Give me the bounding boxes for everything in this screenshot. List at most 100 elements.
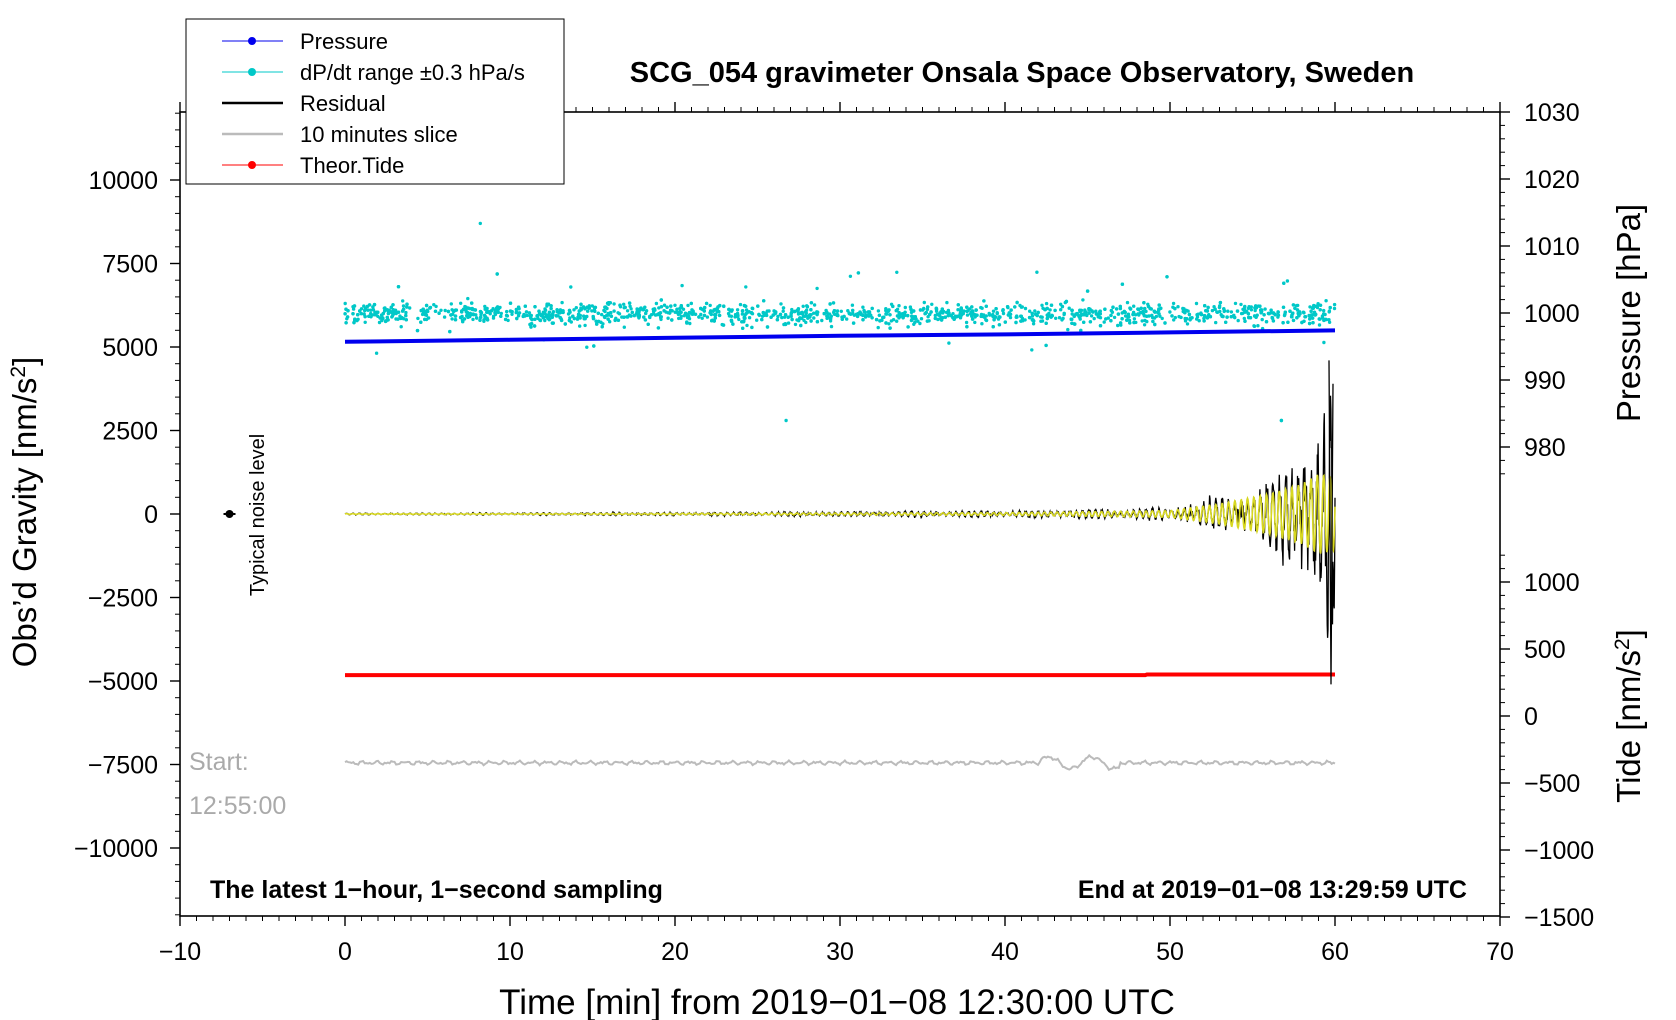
dpdt-point — [479, 315, 483, 319]
dpdt-point — [829, 324, 834, 329]
dpdt-point — [876, 325, 880, 330]
dpdt-point — [576, 312, 581, 316]
dpdt-point — [913, 315, 917, 319]
dpdt-point — [1034, 312, 1038, 316]
dpdt-point — [762, 299, 766, 303]
y-right-tide-label: Tide [nm/s2] — [1610, 629, 1647, 803]
dpdt-point — [369, 308, 373, 312]
dpdt-point — [405, 305, 409, 309]
dpdt-point — [1202, 314, 1207, 318]
dpdt-point — [1089, 314, 1094, 318]
dpdt-point — [1225, 315, 1229, 319]
dpdt-point — [1264, 320, 1269, 324]
dpdt-point — [1090, 309, 1094, 313]
dpdt-point — [793, 309, 797, 314]
dpdt-point — [470, 301, 474, 305]
dpdt-point — [551, 312, 555, 317]
dpdt-point — [652, 312, 656, 316]
dpdt-point — [374, 351, 379, 355]
dpdt-point — [869, 313, 873, 317]
dpdt-point — [1302, 311, 1306, 315]
dpdt-point — [367, 314, 371, 318]
dpdt-point — [1008, 312, 1013, 316]
dpdt-point — [731, 322, 735, 326]
y-left-tick-label: −7500 — [88, 752, 158, 780]
dpdt-point — [1302, 319, 1306, 323]
dpdt-point — [612, 309, 616, 313]
dpdt-point — [401, 299, 405, 303]
dpdt-point — [424, 313, 429, 317]
dpdt-point — [401, 304, 406, 308]
dpdt-point — [1309, 309, 1313, 313]
dpdt-point — [913, 320, 917, 324]
dpdt-point — [547, 317, 552, 321]
dpdt-point — [888, 326, 892, 330]
dpdt-point — [796, 312, 801, 316]
dpdt-point — [1153, 322, 1157, 327]
dpdt-point — [578, 324, 582, 328]
slice-line — [344, 753, 1336, 772]
dpdt-point — [965, 305, 969, 309]
dpdt-point — [958, 316, 963, 320]
dpdt-point — [847, 311, 852, 316]
dpdt-point — [956, 308, 960, 312]
dpdt-point — [1159, 306, 1163, 310]
dpdt-point — [740, 309, 745, 313]
dpdt-point — [1276, 313, 1281, 317]
dpdt-point — [995, 311, 999, 316]
dpdt-point — [939, 318, 944, 322]
x-tick-label: −10 — [159, 938, 201, 966]
legend-items: Pressure dP/dt range ±0.3 hPa/s Residual 10… — [222, 29, 525, 178]
dpdt-point — [563, 322, 567, 326]
dpdt-point — [643, 305, 647, 309]
dpdt-point — [685, 320, 689, 324]
dpdt-point — [415, 328, 420, 333]
dpdt-point — [1143, 318, 1147, 323]
dpdt-point — [345, 315, 350, 319]
dpdt-point — [1079, 328, 1083, 333]
y-left-tick-label: −10000 — [74, 835, 158, 863]
dpdt-point — [803, 314, 807, 318]
dpdt-point — [747, 310, 751, 314]
dpdt-point — [1293, 306, 1297, 310]
start-time: 12:55:00 — [189, 792, 286, 820]
y-left-tick-label: 7500 — [102, 251, 158, 279]
dpdt-point — [1081, 298, 1085, 302]
dpdt-point — [602, 308, 606, 313]
dpdt-point — [729, 309, 734, 313]
dpdt-point — [529, 313, 533, 318]
dpdt-point — [1144, 309, 1148, 314]
dpdt-point — [1229, 310, 1234, 314]
dpdt-point — [584, 315, 588, 319]
dpdt-point — [1163, 321, 1167, 325]
dpdt-point — [1328, 305, 1332, 310]
dpdt-point — [468, 311, 472, 315]
dpdt-point — [1067, 306, 1071, 310]
dpdt-point — [735, 308, 740, 312]
dpdt-point — [1027, 315, 1032, 320]
dpdt-point — [590, 309, 594, 313]
dpdt-point — [1019, 319, 1023, 323]
dpdt-point — [786, 315, 790, 319]
dpdt-point — [404, 310, 408, 315]
dpdt-point — [495, 308, 499, 312]
dpdt-point — [489, 309, 494, 313]
dpdt-point — [1059, 308, 1063, 312]
dpdt-point — [1078, 308, 1082, 312]
x-tick-label: 50 — [1156, 938, 1184, 966]
dpdt-point — [1243, 319, 1247, 323]
dpdt-point — [1143, 306, 1147, 311]
dpdt-point — [722, 304, 726, 308]
dpdt-point — [886, 309, 890, 313]
dpdt-point — [387, 308, 391, 312]
dpdt-point — [367, 303, 372, 307]
dpdt-point — [1126, 312, 1131, 316]
dpdt-point — [530, 317, 534, 322]
dpdt-point — [1236, 318, 1240, 323]
dpdt-point — [924, 310, 928, 315]
dpdt-point — [442, 315, 447, 319]
dpdt-point — [1314, 304, 1318, 308]
dpdt-point — [863, 310, 867, 314]
dpdt-point — [756, 304, 760, 308]
dpdt-point — [1271, 319, 1276, 323]
